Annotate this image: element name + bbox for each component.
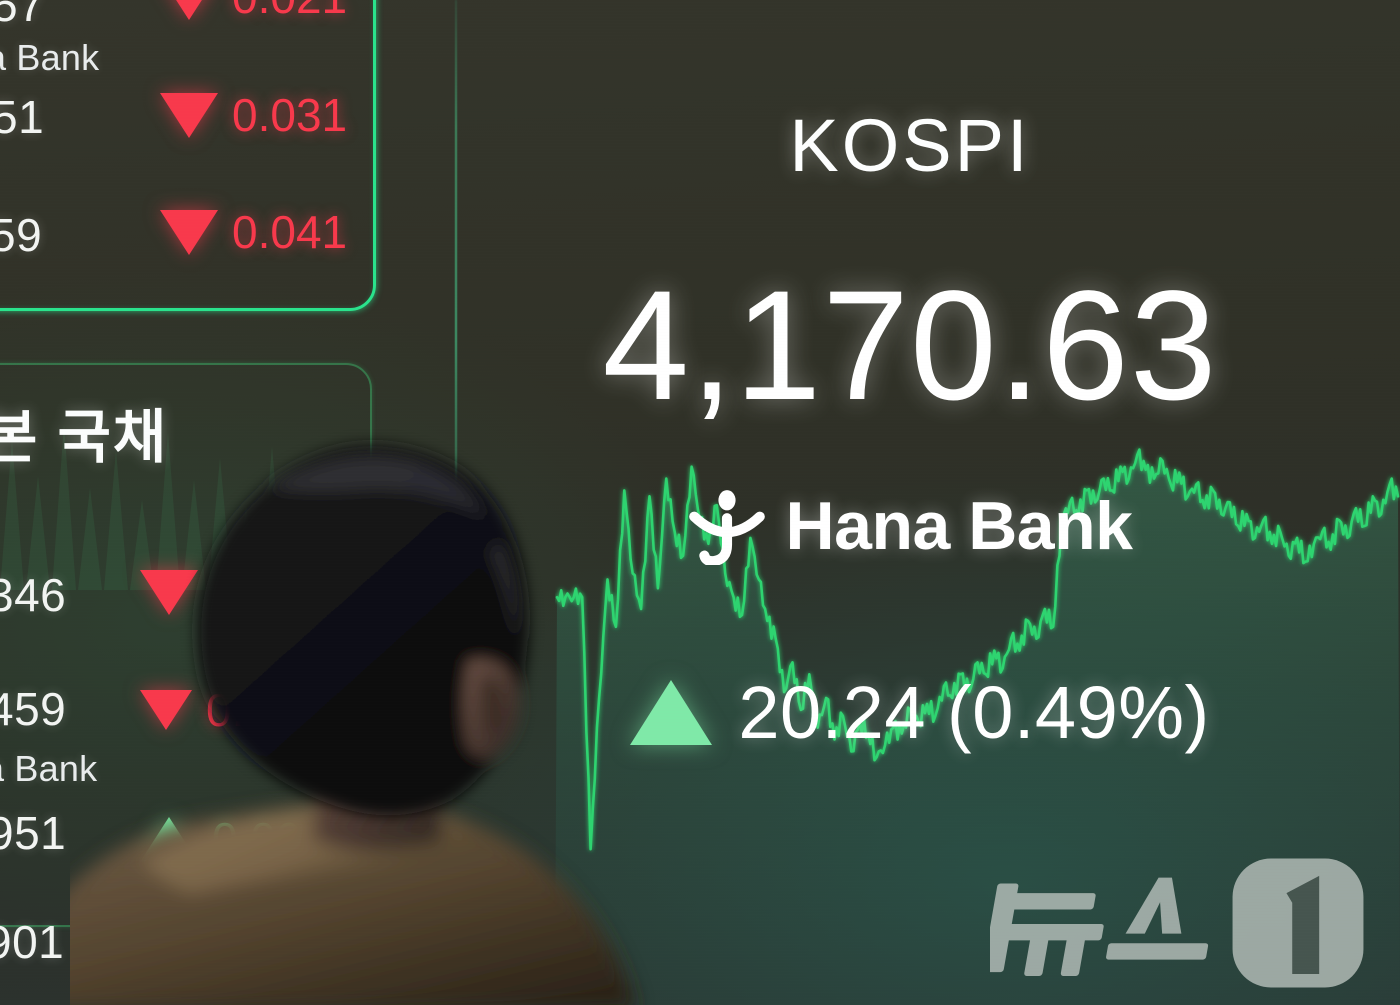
ticker-row: 59 bbox=[0, 208, 42, 262]
ticker-value: 51 bbox=[0, 91, 45, 143]
ticker-delta: 0.0 bbox=[206, 684, 270, 736]
ticker-value: 951 bbox=[0, 807, 67, 859]
triangle-down-icon bbox=[140, 570, 198, 615]
ticker-value: 346 bbox=[0, 569, 67, 621]
ticker-delta-group: 0.041 bbox=[160, 205, 347, 259]
ticker-delta: 0.031 bbox=[232, 89, 348, 141]
ticker-value: 57 bbox=[0, 0, 45, 31]
ticker-source-label: a Bank bbox=[0, 748, 98, 789]
ticker-delta: 0.041 bbox=[232, 206, 348, 258]
triangle-down-icon bbox=[160, 92, 218, 138]
hana-bank-logo-row: Hana Bank bbox=[560, 487, 1260, 565]
ticker-delta-group bbox=[140, 570, 198, 615]
ticker-row: 459 bbox=[0, 682, 66, 736]
ticker-delta-group: 0.021 bbox=[160, 0, 347, 24]
ticker-delta-group: 0.00 bbox=[140, 812, 302, 866]
news1-logo-icon bbox=[990, 858, 1364, 988]
ticker-value: 901 bbox=[0, 916, 65, 968]
panel-heading-korean: 본 국채 bbox=[0, 405, 169, 470]
hana-person-icon bbox=[688, 490, 765, 565]
kospi-index-value: 4,170.63 bbox=[602, 259, 1218, 433]
ticker-row: 901 bbox=[0, 915, 64, 969]
triangle-down-icon bbox=[140, 690, 192, 730]
ticker-delta-group: 0.031 bbox=[160, 88, 347, 142]
ticker-source-label: a Bank bbox=[0, 37, 100, 78]
ticker-row-label: a Bank bbox=[0, 37, 99, 79]
triangle-up-icon bbox=[140, 816, 198, 862]
ticker-delta-group: 0.0 bbox=[140, 683, 270, 737]
ticker-delta: 0.00 bbox=[212, 813, 302, 865]
hana-bank-name: Hana Bank bbox=[785, 488, 1133, 564]
ticker-row-label: a Bank bbox=[0, 748, 97, 790]
vertical-divider bbox=[455, 0, 457, 568]
kospi-change-value: 20.24 (0.49%) bbox=[738, 671, 1210, 754]
ticker-value: 59 bbox=[0, 209, 43, 261]
kospi-change-row: 20.24 (0.49%) bbox=[560, 670, 1280, 755]
triangle-down-icon bbox=[160, 209, 218, 255]
ticker-delta: 0.021 bbox=[232, 0, 347, 24]
triangle-down-icon bbox=[160, 0, 218, 20]
ticker-row: 57 bbox=[0, 0, 44, 32]
ticker-row: 951 bbox=[0, 806, 66, 860]
ticker-value: 459 bbox=[0, 683, 67, 735]
ticker-row: 51 bbox=[0, 90, 44, 144]
kospi-title-wrapper: KOSPI bbox=[560, 0, 1260, 187]
kospi-title: KOSPI bbox=[789, 104, 1031, 187]
triangle-up-icon bbox=[630, 680, 713, 745]
ticker-row: 346 bbox=[0, 568, 66, 622]
